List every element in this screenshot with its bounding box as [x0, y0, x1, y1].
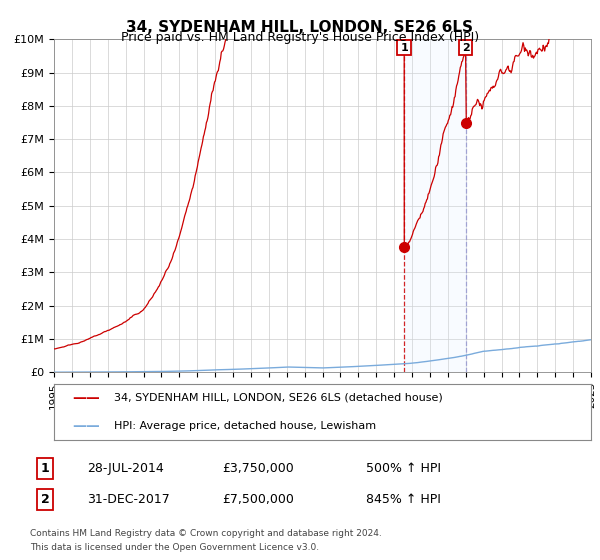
Text: This data is licensed under the Open Government Licence v3.0.: This data is licensed under the Open Gov…	[30, 543, 319, 552]
Text: 1: 1	[41, 462, 49, 475]
Text: 500% ↑ HPI: 500% ↑ HPI	[366, 462, 441, 475]
Text: Price paid vs. HM Land Registry's House Price Index (HPI): Price paid vs. HM Land Registry's House …	[121, 31, 479, 44]
Text: 28-JUL-2014: 28-JUL-2014	[87, 462, 164, 475]
Text: ——: ——	[72, 391, 100, 404]
Bar	[404, 39, 466, 372]
Text: 2: 2	[41, 493, 49, 506]
Text: 34, SYDENHAM HILL, LONDON, SE26 6LS: 34, SYDENHAM HILL, LONDON, SE26 6LS	[127, 20, 473, 35]
Text: £7,500,000: £7,500,000	[222, 493, 294, 506]
Text: ——: ——	[72, 419, 100, 432]
Text: Contains HM Land Registry data © Crown copyright and database right 2024.: Contains HM Land Registry data © Crown c…	[30, 529, 382, 538]
Text: 1: 1	[400, 43, 408, 53]
Text: £3,750,000: £3,750,000	[222, 462, 294, 475]
Text: 845% ↑ HPI: 845% ↑ HPI	[366, 493, 441, 506]
Text: HPI: Average price, detached house, Lewisham: HPI: Average price, detached house, Lewi…	[114, 421, 376, 431]
Text: 2: 2	[462, 43, 470, 53]
Text: 31-DEC-2017: 31-DEC-2017	[87, 493, 170, 506]
Text: 34, SYDENHAM HILL, LONDON, SE26 6LS (detached house): 34, SYDENHAM HILL, LONDON, SE26 6LS (det…	[114, 393, 443, 403]
